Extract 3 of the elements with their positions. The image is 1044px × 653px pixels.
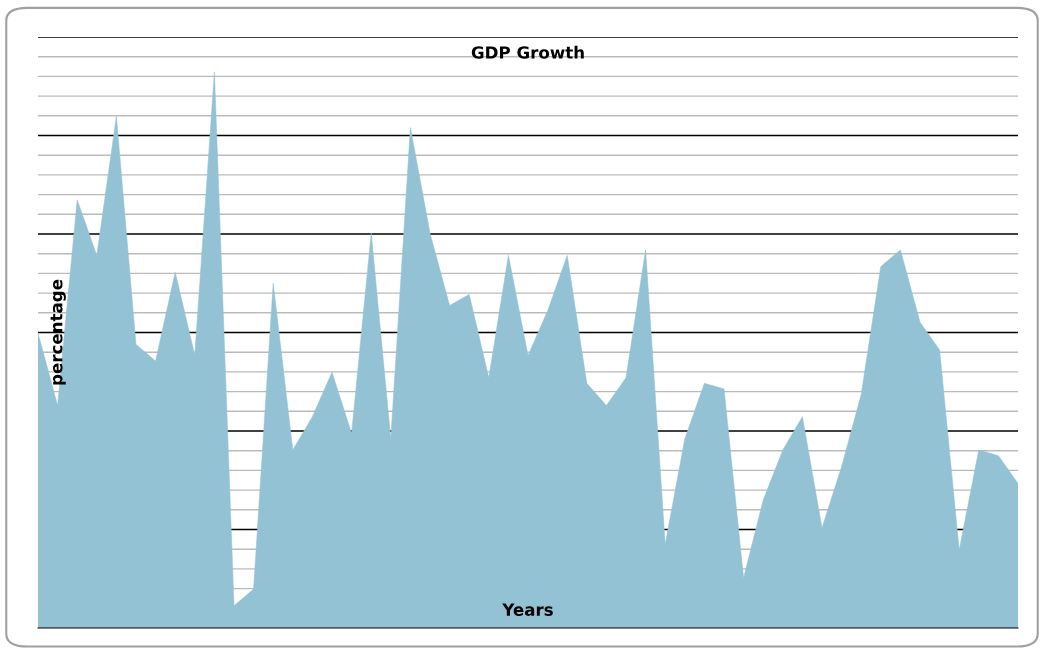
y-axis-title: percentage: [50, 279, 66, 385]
x-axis-title: Years: [502, 603, 553, 616]
chart-title: GDP Growth: [471, 45, 584, 59]
